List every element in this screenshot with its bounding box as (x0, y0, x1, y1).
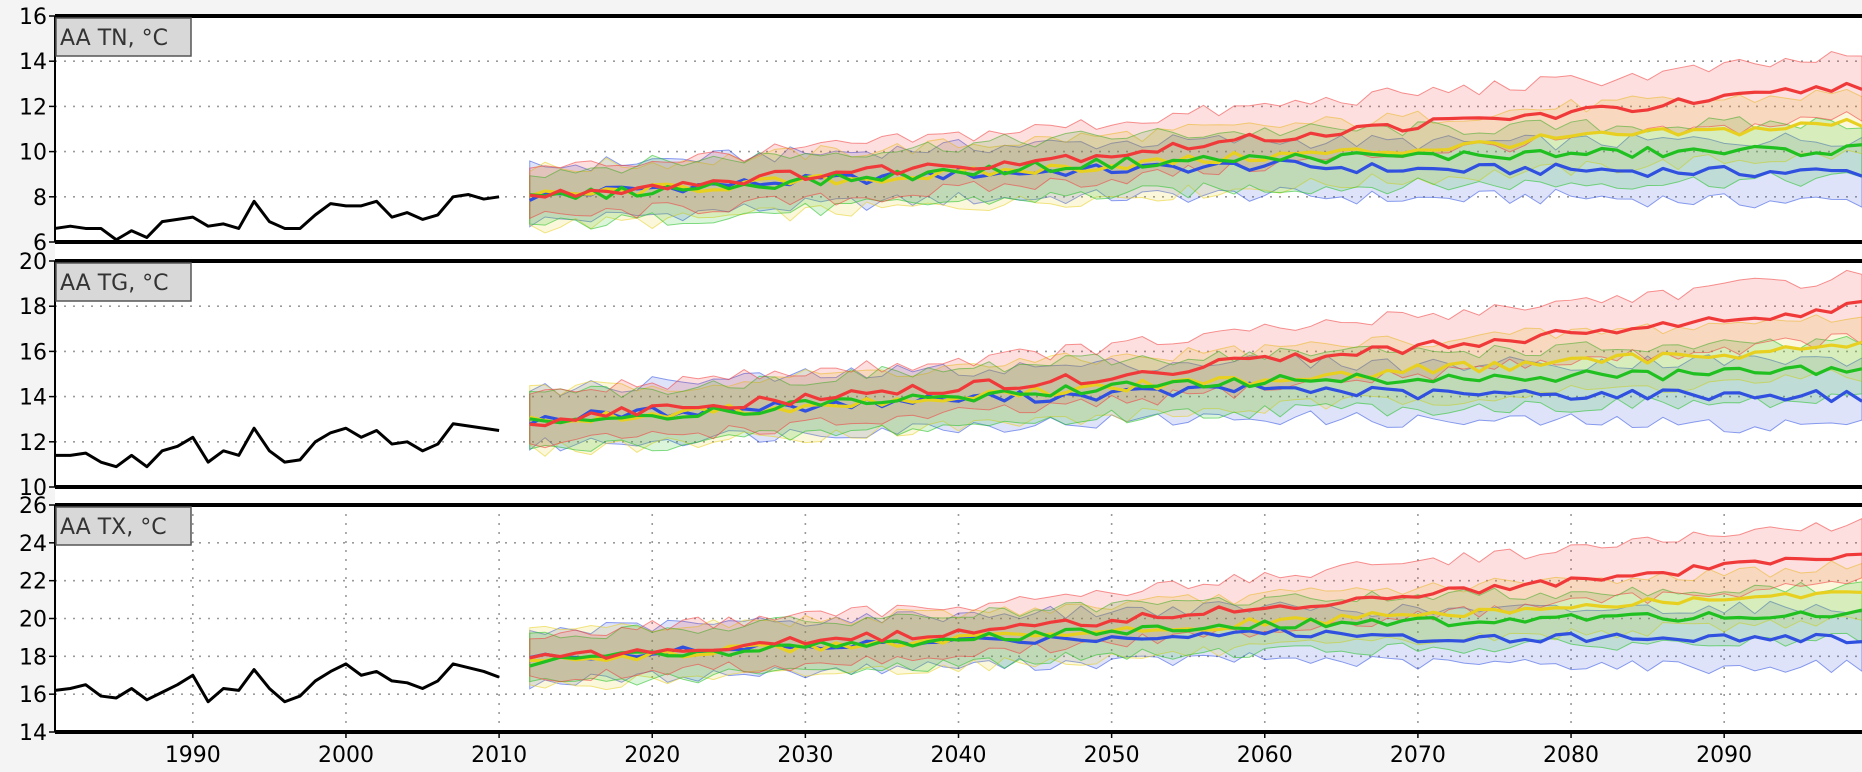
observed-line (55, 422, 500, 469)
y-tick-label: 26 (19, 494, 47, 519)
y-tick-label: 16 (19, 5, 47, 30)
y-tick-label: 10 (19, 141, 47, 166)
panel-1: 6 8 10 12 14 16 AA TN, °C (19, 5, 1862, 256)
x-tick-label: 2010 (471, 743, 527, 768)
x-tick-label: 1990 (165, 743, 221, 768)
x-tick-label: 2030 (777, 743, 833, 768)
x-tick-label: 2090 (1696, 743, 1752, 768)
y-tick-label: 24 (19, 532, 47, 557)
y-tick-label: 6 (33, 231, 47, 256)
panel-3: 14 16 18 20 22 24 26 AA TX, °C (19, 494, 1862, 746)
y-tick-label: 20 (19, 608, 47, 633)
x-tick-label: 2070 (1390, 743, 1446, 768)
y-tick-label: 18 (19, 645, 47, 670)
y-tick-label: 14 (19, 50, 47, 75)
y-tick-label: 12 (19, 95, 47, 120)
scenario-mean-line (529, 552, 1862, 660)
y-tick-label: 18 (19, 295, 47, 320)
panel-label-box (55, 262, 192, 302)
scenario-band (529, 560, 1862, 691)
panel-label: AA TN, °C (60, 26, 168, 51)
scenario-mean-line (529, 381, 1862, 426)
scenario-band (529, 88, 1862, 234)
x-tick-label: 2080 (1543, 743, 1599, 768)
y-tick-label: 14 (19, 721, 47, 746)
x-tick-label: 2050 (1084, 743, 1140, 768)
observed-line (54, 193, 500, 242)
scenario-mean-line (529, 158, 1862, 202)
y-tick-label: 10 (19, 476, 47, 501)
x-tick-label: 2060 (1237, 743, 1293, 768)
y-tick-label: 8 (33, 186, 47, 211)
panel-label: AA TX, °C (60, 515, 167, 540)
x-tick-label: 2020 (624, 743, 680, 768)
y-tick-label: 22 (19, 570, 47, 595)
scenario-band (529, 116, 1862, 230)
y-tick-label: 16 (19, 340, 47, 365)
y-tick-label: 14 (19, 386, 47, 411)
scenario-mean-line (529, 364, 1862, 425)
y-tick-label: 16 (19, 683, 47, 708)
scenario-mean-line (529, 143, 1862, 200)
y-tick-label: 20 (19, 250, 47, 275)
panel-2: 10 12 14 16 18 20 AA TG, °C (19, 250, 1862, 501)
observed-line (54, 662, 500, 704)
scenario-mean-line (529, 608, 1862, 668)
x-tick-label: 2040 (931, 743, 987, 768)
scenario-mean-line (529, 299, 1862, 428)
y-tick-label: 12 (19, 431, 47, 456)
panel-label-box (55, 17, 192, 57)
scenario-mean-line (529, 626, 1862, 661)
scenario-band (529, 517, 1862, 683)
x-tick-label: 2000 (318, 743, 374, 768)
scenario-mean-line (529, 81, 1862, 199)
panel-label-box (55, 506, 192, 546)
panel-label: AA TG, °C (60, 271, 169, 296)
